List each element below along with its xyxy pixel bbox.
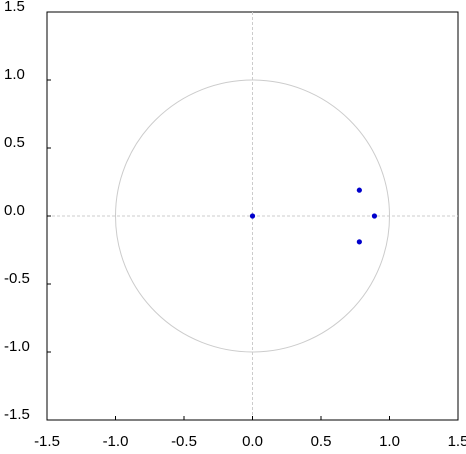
x-tick-label: -0.5 <box>171 433 197 450</box>
unit-circle <box>115 79 390 353</box>
y-tick-label: -1.5 <box>4 406 30 423</box>
point <box>371 213 378 219</box>
point <box>249 213 256 219</box>
y-tick-label: -0.5 <box>4 270 30 287</box>
x-tick-label: 1.5 <box>448 433 466 450</box>
y-tick-label: 0.0 <box>4 202 25 219</box>
point <box>356 187 362 193</box>
point <box>356 239 362 245</box>
y-tick-label: 0.5 <box>4 134 25 151</box>
y-tick-label: 1.0 <box>4 66 25 83</box>
x-tick-label: 0.0 <box>242 433 263 450</box>
x-tick-label: 1.0 <box>379 433 400 450</box>
x-tick-label: -1.0 <box>103 433 129 450</box>
y-tick-label: -1.0 <box>4 338 30 355</box>
x-tick-label: -1.5 <box>34 433 60 450</box>
y-tick-label: 1.5 <box>4 0 25 15</box>
x-tick-label: 0.5 <box>311 433 332 450</box>
